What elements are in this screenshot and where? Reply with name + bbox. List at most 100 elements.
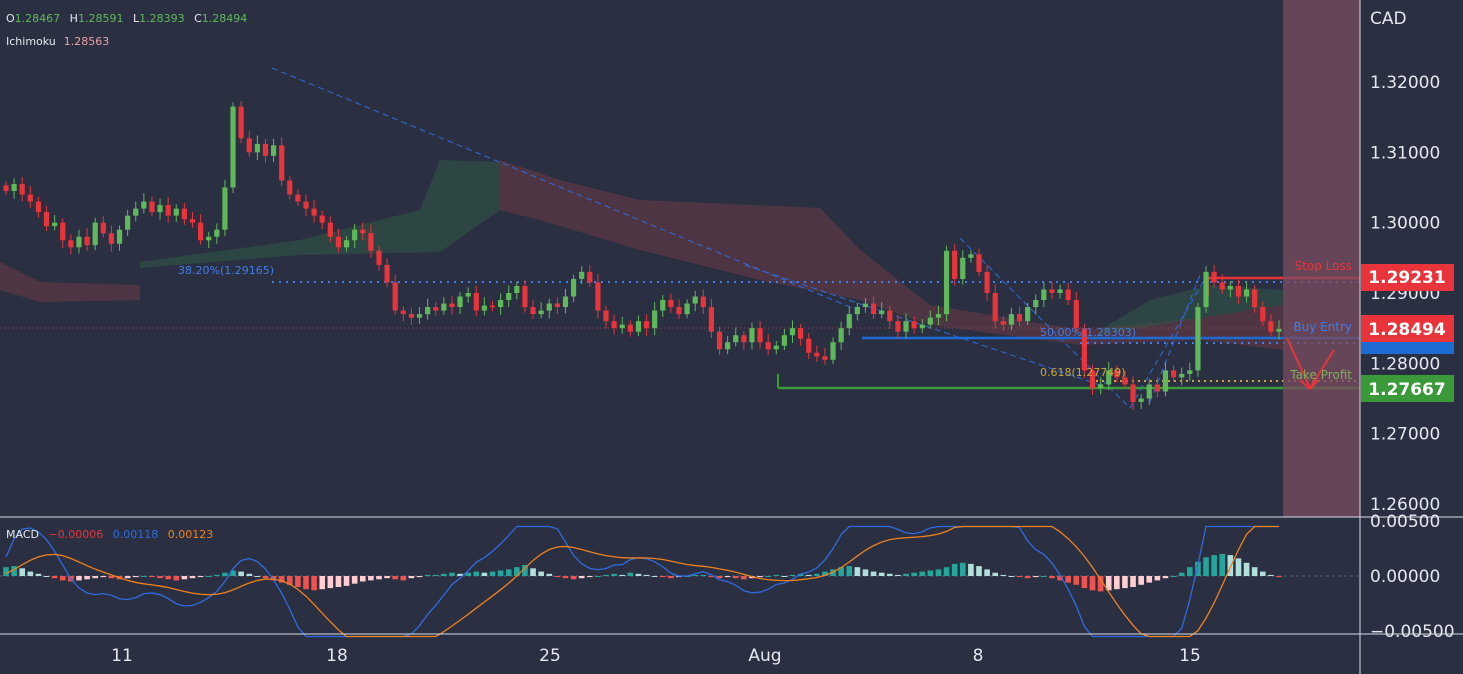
- macd-hist-bar: [1073, 576, 1080, 585]
- candle-body: [449, 303, 455, 308]
- candle-body: [189, 219, 196, 223]
- candle-body: [116, 229, 123, 244]
- macd-hist-bar: [222, 572, 228, 576]
- cloud-bull-segment: [140, 160, 500, 268]
- candle-body: [465, 293, 471, 297]
- candle-body: [173, 208, 179, 216]
- candle-body: [1065, 289, 1071, 301]
- price-axis[interactable]: CAD 1.320001.310001.300001.290001.280001…: [1359, 0, 1455, 674]
- candle-body: [862, 303, 869, 308]
- candle-body: [1130, 384, 1136, 403]
- macd-tick-label: 0.00500: [1370, 512, 1440, 532]
- macd-hist-bar: [295, 576, 301, 587]
- macd-hist-bar: [935, 569, 942, 576]
- macd-hist-bar: [959, 562, 966, 576]
- candle-body: [1268, 321, 1274, 332]
- macd-hist-bar: [165, 576, 171, 580]
- macd-hist-bar: [384, 576, 390, 579]
- candle-body: [854, 307, 860, 315]
- candle-body: [1260, 307, 1266, 322]
- macd-hist-bar: [59, 576, 66, 581]
- macd-hist-bar: [84, 576, 90, 580]
- macd-hist-bar: [1211, 555, 1217, 576]
- macd-hist-bar: [854, 567, 861, 576]
- candle-body: [1154, 384, 1160, 392]
- macd-hist-bar: [562, 576, 569, 579]
- candle-body: [870, 303, 877, 315]
- candle-body: [3, 185, 9, 192]
- macd-hist-bar: [724, 576, 731, 578]
- candle-body: [1033, 300, 1039, 308]
- price-tick-label: 1.31000: [1370, 143, 1440, 163]
- macd-hist-bar: [862, 569, 869, 576]
- macd-hist-bar: [43, 576, 50, 577]
- candle-body: [76, 236, 82, 248]
- trendline-down-upper: [271, 67, 863, 313]
- price-tick-label: 1.32000: [1370, 73, 1440, 93]
- candle-body: [903, 321, 909, 332]
- candle-body: [554, 303, 560, 308]
- time-axis[interactable]: 11 18 25 Aug 8 15: [0, 633, 1463, 666]
- candle-body: [741, 335, 747, 343]
- candle-body: [1049, 289, 1055, 293]
- macd-hist-bar: [595, 576, 601, 577]
- candle-body: [879, 310, 885, 315]
- candle-body: [1276, 328, 1282, 332]
- candle-body: [798, 328, 804, 339]
- candle-body: [708, 307, 715, 332]
- macd-hist-bar: [765, 576, 771, 577]
- ichimoku-legend[interactable]: Ichimoku 1.28563: [6, 35, 109, 48]
- candle-body: [473, 293, 479, 311]
- macd-hist-bar: [700, 574, 707, 576]
- macd-hist-bar: [1105, 576, 1112, 591]
- time-label-8: 8: [973, 646, 984, 666]
- candle-body: [595, 282, 601, 311]
- macd-legend[interactable]: MACD −0.00006 0.00118 0.00123: [6, 528, 213, 541]
- candle-body: [822, 356, 828, 360]
- macd-hist-bar: [1122, 576, 1128, 589]
- macd-pane[interactable]: MACD −0.00006 0.00118 0.00123: [0, 525, 1360, 638]
- candle-body: [1219, 282, 1225, 290]
- candle-body: [27, 194, 33, 202]
- macd-hist-bar: [968, 563, 974, 576]
- candle-body: [1243, 289, 1250, 297]
- candle-body: [1170, 370, 1177, 378]
- macd-hist-bar: [1162, 576, 1169, 579]
- candle-body: [757, 328, 763, 343]
- macd-hist-bar: [1065, 576, 1071, 583]
- candle-body: [11, 183, 17, 192]
- macd-hist-bar: [449, 572, 455, 576]
- macd-ticks: 0.00500 0.00000 −0.00500: [1370, 512, 1455, 642]
- macd-hist-bar: [878, 572, 885, 576]
- macd-hist-bar: [1276, 576, 1282, 578]
- fib-drawing-leg: [959, 237, 1131, 409]
- macd-hist-bar: [392, 576, 398, 580]
- candle-body: [384, 264, 390, 283]
- candle-body: [489, 305, 496, 308]
- candle-body: [546, 303, 552, 311]
- price-pane[interactable]: 38.20%(1.29165) 50.00%(1.28303) 0.618(1.…: [0, 0, 1360, 517]
- macd-hist-bar: [627, 572, 634, 576]
- candle-body: [481, 305, 487, 311]
- macd-hist-bar: [603, 574, 609, 576]
- candle-body: [1016, 314, 1023, 322]
- macd-hist-bar: [619, 574, 626, 576]
- candle-body: [352, 229, 358, 241]
- macd-hist-bar: [895, 574, 901, 576]
- candle-body: [579, 271, 585, 279]
- candle-body: [838, 328, 844, 343]
- macd-hist-bar: [76, 576, 82, 581]
- candle-body: [660, 300, 666, 311]
- candle-body: [416, 314, 423, 318]
- macd-hist-bar: [546, 573, 553, 576]
- macd-tick-label: 0.00000: [1370, 567, 1440, 587]
- macd-hist-bar: [214, 574, 220, 576]
- macd-hist-bar: [173, 576, 180, 581]
- currency-label: CAD: [1370, 9, 1407, 29]
- macd-hist-bar: [1081, 576, 1088, 589]
- candle-body: [1098, 384, 1104, 388]
- candle-body: [1195, 307, 1201, 371]
- candle-body: [522, 285, 528, 308]
- trendline-down-lower: [744, 264, 1101, 386]
